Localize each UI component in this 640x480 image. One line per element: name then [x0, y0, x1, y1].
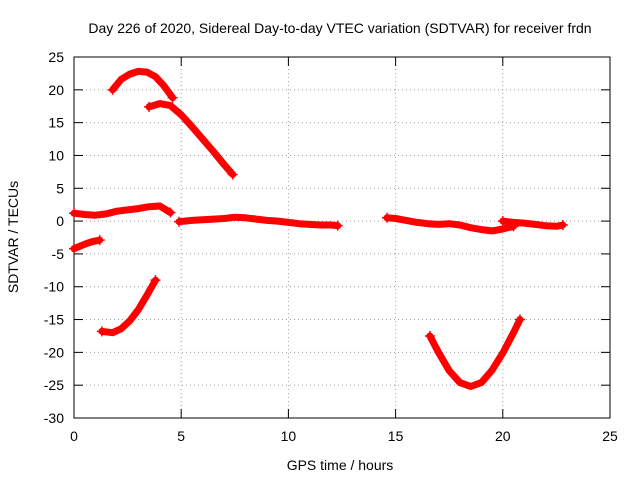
x-tick-label: 0	[70, 428, 78, 444]
grid	[74, 57, 610, 418]
series-arc-4	[145, 100, 237, 178]
data-point-marker	[167, 92, 178, 103]
data-point-marker	[165, 207, 176, 218]
y-tick-label: -15	[44, 312, 64, 328]
x-tick-label: 20	[495, 428, 511, 444]
data-point-marker	[497, 216, 508, 227]
y-tick-label: -10	[44, 279, 64, 295]
y-tick-label: 25	[48, 49, 64, 65]
y-tick-label: 15	[48, 115, 64, 131]
data-point-marker	[174, 216, 185, 227]
axis-ticks: -30 -25 -20 -15 -10 -5 0 5 10 15 20 25 0 5 10 15 20 25	[44, 49, 618, 444]
data-point-marker	[107, 84, 118, 95]
x-tick-label: 5	[177, 428, 185, 444]
data-point-marker	[382, 212, 393, 223]
y-tick-label: -25	[44, 377, 64, 393]
y-tick-label: 10	[48, 147, 64, 163]
x-tick-label: 10	[281, 428, 297, 444]
data-point-marker	[69, 208, 79, 219]
data-point-marker	[94, 235, 105, 246]
chart-title: Day 226 of 2020, Sidereal Day-to-day VTE…	[88, 20, 591, 36]
data-point-marker	[424, 330, 435, 341]
data-point-marker	[332, 220, 343, 231]
series-arc-2	[70, 202, 174, 219]
y-tick-label: 0	[56, 213, 64, 229]
y-tick-label: -30	[44, 410, 64, 426]
y-tick-label: 5	[56, 180, 64, 196]
series-arc-3	[109, 67, 177, 102]
y-tick-label: -20	[44, 344, 64, 360]
plot-frame	[73, 56, 611, 419]
series-arc-8	[499, 217, 567, 230]
series-arc-5	[98, 276, 159, 337]
data-point-marker	[144, 101, 155, 112]
data-point-marker	[227, 169, 238, 180]
data-point-marker	[96, 326, 107, 337]
data-point-marker	[557, 220, 568, 231]
series-arc-9	[426, 316, 524, 390]
x-tick-label: 25	[602, 428, 618, 444]
x-axis-label: GPS time / hours	[287, 457, 394, 473]
data-series	[69, 67, 568, 390]
data-point-marker	[150, 275, 161, 286]
data-point-marker	[69, 243, 79, 254]
y-tick-label: -5	[52, 246, 65, 262]
x-tick-label: 15	[388, 428, 404, 444]
series-arc-1	[70, 236, 104, 253]
series-arc-6	[175, 213, 342, 230]
y-axis-label: SDTVAR / TECUs	[5, 181, 21, 293]
y-tick-label: 20	[48, 82, 64, 98]
data-point-marker	[514, 314, 525, 325]
series-arc-7	[383, 214, 517, 235]
